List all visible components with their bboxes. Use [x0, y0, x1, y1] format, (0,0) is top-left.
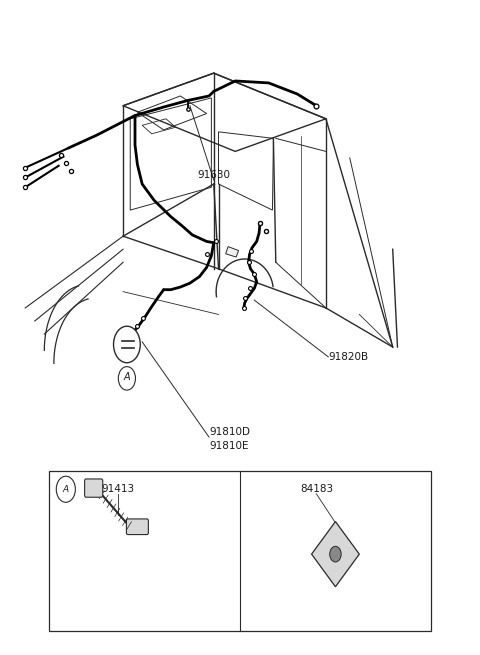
Text: 91820B: 91820B [328, 352, 369, 362]
Circle shape [114, 326, 140, 363]
Text: 91810D: 91810D [209, 427, 250, 437]
Text: A: A [123, 372, 130, 382]
Text: 91630: 91630 [197, 170, 230, 180]
Circle shape [330, 546, 341, 562]
Text: 84183: 84183 [300, 484, 333, 494]
FancyBboxPatch shape [126, 519, 148, 534]
Bar [49, 471, 431, 631]
FancyBboxPatch shape [84, 479, 103, 497]
Polygon shape [312, 521, 360, 587]
Polygon shape [226, 247, 239, 257]
Text: A: A [63, 485, 69, 494]
Text: 91413: 91413 [102, 484, 135, 494]
Text: 91810E: 91810E [209, 441, 249, 451]
